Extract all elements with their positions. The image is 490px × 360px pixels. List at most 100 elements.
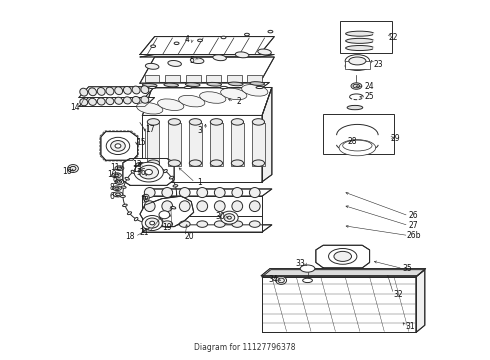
Polygon shape <box>143 82 270 88</box>
Ellipse shape <box>134 217 138 221</box>
Bar <box>168 123 180 166</box>
Ellipse shape <box>147 164 150 167</box>
Ellipse shape <box>173 185 178 187</box>
Ellipse shape <box>121 195 125 197</box>
Polygon shape <box>101 132 138 160</box>
Ellipse shape <box>197 221 208 227</box>
Polygon shape <box>262 270 425 277</box>
Ellipse shape <box>166 213 171 217</box>
Polygon shape <box>79 87 155 98</box>
Ellipse shape <box>199 92 226 103</box>
Ellipse shape <box>146 63 159 69</box>
Ellipse shape <box>351 83 362 89</box>
Ellipse shape <box>245 33 249 36</box>
Ellipse shape <box>162 201 172 212</box>
Ellipse shape <box>171 206 176 209</box>
Ellipse shape <box>147 160 159 166</box>
Ellipse shape <box>164 83 178 87</box>
Ellipse shape <box>123 86 131 94</box>
Text: 24: 24 <box>365 82 374 91</box>
Text: 23: 23 <box>373 60 383 69</box>
Polygon shape <box>79 98 155 107</box>
Text: 18: 18 <box>125 232 135 241</box>
Ellipse shape <box>138 169 143 171</box>
Ellipse shape <box>145 221 155 227</box>
Ellipse shape <box>231 119 244 125</box>
Text: 22: 22 <box>388 33 398 42</box>
Ellipse shape <box>139 165 159 179</box>
Ellipse shape <box>189 160 201 166</box>
Bar <box>206 75 221 82</box>
Bar <box>147 123 159 166</box>
Ellipse shape <box>185 83 200 86</box>
Ellipse shape <box>249 188 260 198</box>
Ellipse shape <box>112 173 122 178</box>
Text: 2: 2 <box>237 97 242 106</box>
Bar <box>186 75 200 82</box>
Ellipse shape <box>210 160 222 166</box>
Text: 17: 17 <box>145 125 154 134</box>
Text: 16: 16 <box>62 167 72 176</box>
Ellipse shape <box>345 39 374 43</box>
Ellipse shape <box>117 167 122 169</box>
Ellipse shape <box>144 194 149 202</box>
Ellipse shape <box>123 97 131 104</box>
Text: 30: 30 <box>216 212 225 221</box>
Ellipse shape <box>345 55 369 67</box>
Text: 13: 13 <box>132 160 141 169</box>
Ellipse shape <box>134 162 163 182</box>
Text: 25: 25 <box>365 92 374 101</box>
Ellipse shape <box>150 221 155 225</box>
Text: 20: 20 <box>185 232 195 241</box>
Text: 12: 12 <box>132 166 141 175</box>
Text: 34: 34 <box>269 275 278 284</box>
Ellipse shape <box>174 42 179 45</box>
Ellipse shape <box>252 160 265 166</box>
Ellipse shape <box>106 137 130 154</box>
Ellipse shape <box>197 188 208 198</box>
Ellipse shape <box>179 201 190 212</box>
Polygon shape <box>262 87 272 182</box>
Ellipse shape <box>189 119 201 125</box>
Text: 26b: 26b <box>406 231 421 240</box>
Ellipse shape <box>142 216 162 230</box>
Polygon shape <box>262 277 416 332</box>
Ellipse shape <box>232 201 243 212</box>
Ellipse shape <box>220 86 227 89</box>
Text: 29: 29 <box>390 134 400 143</box>
Ellipse shape <box>98 98 105 105</box>
Ellipse shape <box>132 86 140 94</box>
Bar <box>189 123 201 166</box>
Polygon shape <box>143 87 272 116</box>
Polygon shape <box>140 57 274 83</box>
Ellipse shape <box>207 82 221 86</box>
Ellipse shape <box>162 221 172 227</box>
Bar <box>345 61 369 69</box>
Text: 31: 31 <box>405 322 415 331</box>
Text: 7: 7 <box>141 195 146 204</box>
Text: 35: 35 <box>403 264 413 273</box>
Ellipse shape <box>242 85 268 96</box>
Text: 1: 1 <box>197 178 202 187</box>
Ellipse shape <box>106 87 114 95</box>
Ellipse shape <box>156 165 159 169</box>
Ellipse shape <box>151 221 154 225</box>
Ellipse shape <box>111 140 125 151</box>
Text: 8: 8 <box>110 183 115 192</box>
Ellipse shape <box>345 31 374 36</box>
Ellipse shape <box>215 188 225 198</box>
Ellipse shape <box>303 278 313 283</box>
Bar <box>231 123 244 166</box>
Ellipse shape <box>106 98 114 105</box>
Ellipse shape <box>147 119 159 125</box>
Ellipse shape <box>190 58 204 63</box>
Text: 19: 19 <box>162 223 171 232</box>
Ellipse shape <box>113 186 122 190</box>
Ellipse shape <box>127 212 131 215</box>
Ellipse shape <box>68 165 78 172</box>
Text: 26: 26 <box>409 211 418 220</box>
Text: 5: 5 <box>190 56 195 65</box>
Ellipse shape <box>148 86 156 89</box>
Ellipse shape <box>162 188 172 198</box>
Text: 27: 27 <box>409 221 418 230</box>
